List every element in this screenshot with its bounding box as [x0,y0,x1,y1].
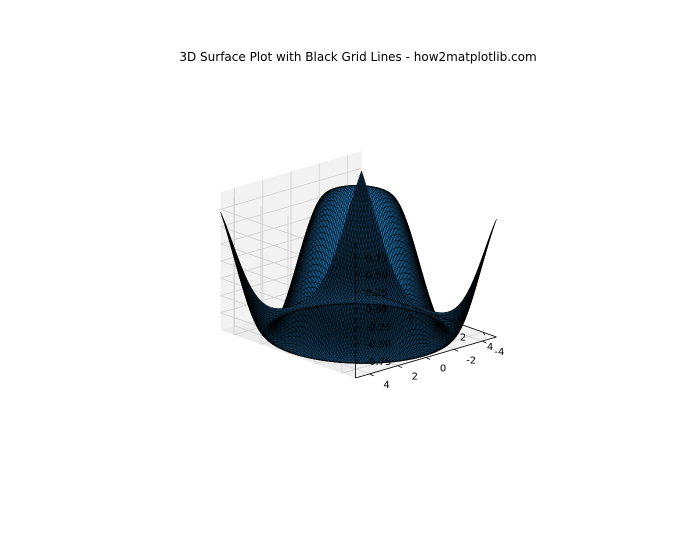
chart-title: 3D Surface Plot with Black Grid Lines - … [179,50,536,64]
surface-mesh [220,170,497,364]
grid-line-z-side [220,167,362,210]
